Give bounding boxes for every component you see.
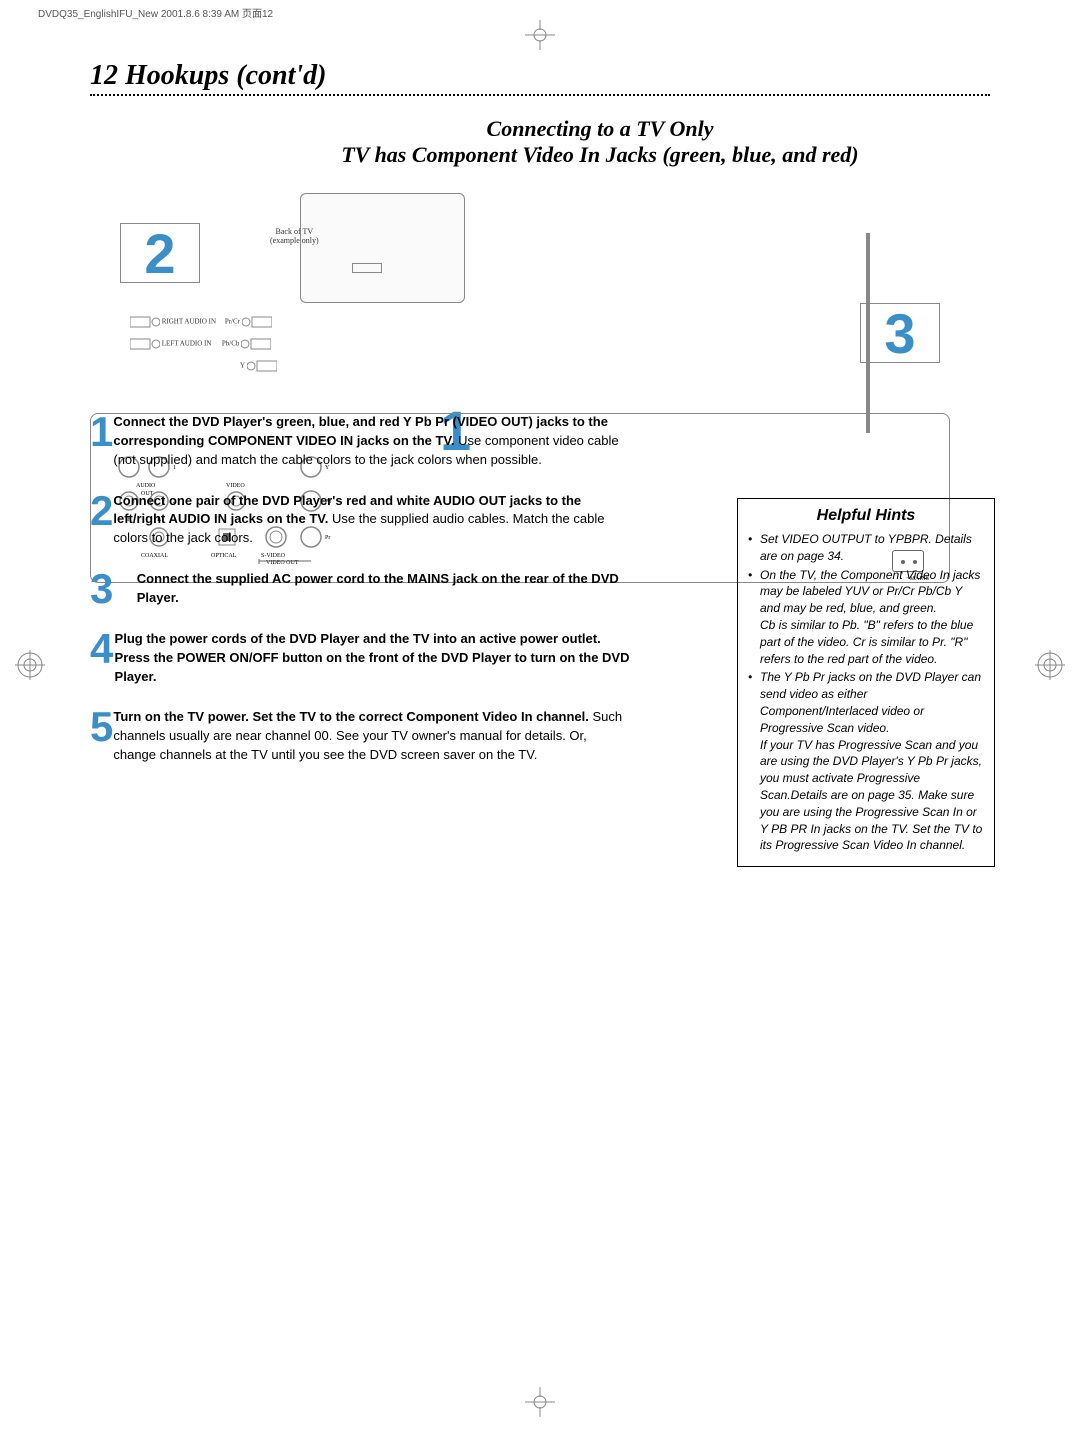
step-text: Connect one pair of the DVD Player's red…	[113, 492, 630, 549]
step-number: 4	[90, 630, 115, 687]
step-text: Connect the supplied AC power cord to th…	[137, 570, 630, 608]
hint-item: Set VIDEO OUTPUT to YPBPR. Details are o…	[748, 531, 984, 565]
crop-mark-icon	[525, 20, 555, 50]
step-item: 1 Connect the DVD Player's green, blue, …	[90, 413, 630, 470]
connector-label: LEFT AUDIO IN Pb/Cb	[130, 338, 271, 350]
hints-title: Helpful Hints	[748, 507, 984, 525]
hint-item: The Y Pb Pr jacks on the DVD Player can …	[748, 669, 984, 854]
power-cord	[866, 233, 870, 433]
tv-label: Back of TV (example only)	[270, 228, 319, 246]
callout-3: 3	[860, 303, 940, 363]
callout-2: 2	[120, 223, 200, 283]
step-number: 3	[90, 570, 137, 608]
print-header: DVDQ35_EnglishIFU_New 2001.8.6 8:39 AM 页…	[38, 5, 273, 20]
divider	[90, 94, 990, 96]
step-text: Connect the DVD Player's green, blue, an…	[113, 413, 630, 470]
step-text: Plug the power cords of the DVD Player a…	[115, 630, 630, 687]
step-item: 4 Plug the power cords of the DVD Player…	[90, 630, 630, 687]
step-item: 5 Turn on the TV power. Set the TV to th…	[90, 708, 630, 765]
tv-back-shape	[300, 193, 465, 303]
connector-label: Y	[240, 360, 277, 372]
subtitle-line2: TV has Component Video In Jacks (green, …	[210, 142, 990, 168]
step-text: Turn on the TV power. Set the TV to the …	[113, 708, 630, 765]
hint-item: On the TV, the Component Video In jacks …	[748, 567, 984, 668]
crop-mark-icon	[525, 1387, 555, 1417]
step-number: 2	[90, 492, 113, 549]
step-number: 1	[90, 413, 113, 470]
step-number: 5	[90, 708, 113, 765]
crop-mark-icon	[15, 650, 45, 680]
page-content: 12 Hookups (cont'd) Connecting to a TV O…	[90, 60, 990, 787]
instruction-steps: 1 Connect the DVD Player's green, blue, …	[90, 413, 990, 765]
crop-mark-icon	[1035, 650, 1065, 680]
callout-number: 2	[144, 221, 175, 286]
subtitle-block: Connecting to a TV Only TV has Component…	[210, 116, 990, 168]
hints-list: Set VIDEO OUTPUT to YPBPR. Details are o…	[748, 531, 984, 854]
tv-screen-shape	[352, 263, 382, 273]
connector-label: RIGHT AUDIO IN Pr/Cr	[130, 316, 272, 328]
callout-number: 3	[884, 301, 915, 366]
helpful-hints-box: Helpful Hints Set VIDEO OUTPUT to YPBPR.…	[737, 498, 995, 867]
connection-diagram: Back of TV (example only) 2 3 1 RIGHT AU…	[90, 183, 990, 353]
subtitle-line1: Connecting to a TV Only	[210, 116, 990, 142]
page-title: 12 Hookups (cont'd)	[90, 60, 990, 92]
step-item: 3 Connect the supplied AC power cord to …	[90, 570, 630, 608]
step-item: 2 Connect one pair of the DVD Player's r…	[90, 492, 630, 549]
